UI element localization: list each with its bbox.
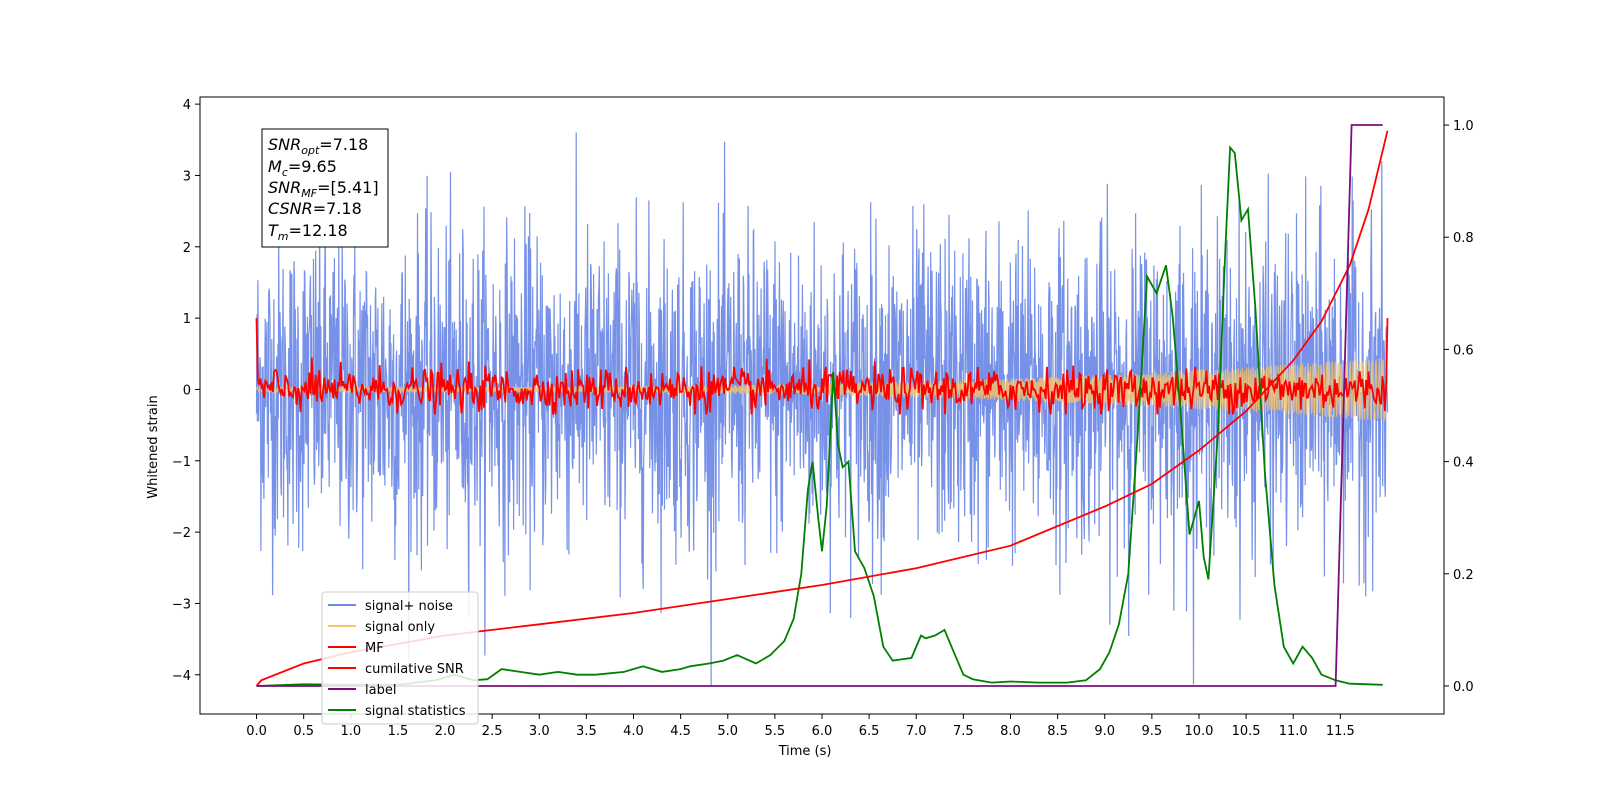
x-tick-label: 11.0	[1279, 724, 1308, 739]
annotation-snr-opt: SNRopt=7.18	[268, 135, 368, 157]
legend-label-cumulative-snr: cumilative SNR	[365, 662, 464, 677]
y2-tick-label: 1.0	[1453, 119, 1474, 134]
x-tick-label: 5.0	[717, 724, 738, 739]
series-signal-noise	[255, 132, 1389, 686]
y-tick-label: 2	[183, 241, 191, 256]
annotation-box: SNRopt=7.18 Mc=9.65 SNRMF=[5.41] CSNR=7.…	[261, 128, 389, 248]
y-axis-label: Whitened strain	[146, 395, 161, 498]
x-tick-label: 2.5	[482, 724, 503, 739]
x-tick-label: 2.0	[435, 724, 456, 739]
legend-label-label: label	[365, 683, 396, 698]
legend-label-signal-statistics: signal statistics	[365, 704, 466, 719]
annotation-tm: Tm=12.18	[268, 221, 348, 243]
x-tick-label: 8.0	[1000, 724, 1021, 739]
y-tick-label: 4	[183, 98, 191, 113]
x-tick-label: 10.0	[1184, 724, 1213, 739]
axes: 0.0 0.5 1.0 1.5 2.0 2.5 3.0 3.5 4.0 4.5 5.0 5.5 6.0 6…	[172, 96, 1474, 739]
y2-tick-label: 0.2	[1453, 568, 1474, 583]
x-tick-label: 10.5	[1232, 724, 1261, 739]
legend: signal+ noise signal only MF cumilative …	[321, 591, 479, 725]
series-mf	[255, 318, 1389, 415]
annotation-frame	[261, 128, 389, 248]
y-tick-label: 3	[183, 169, 191, 184]
x-tick-label: 9.0	[1094, 724, 1115, 739]
x-tick-label: 4.0	[623, 724, 644, 739]
x-tick-label: 5.5	[765, 724, 786, 739]
x-tick-label: 7.0	[906, 724, 927, 739]
y2-tick-label: 0.4	[1453, 456, 1474, 471]
x-tick-label: 3.0	[529, 724, 550, 739]
x-tick-label: 4.5	[670, 724, 691, 739]
annotation-csnr: CSNR=7.18	[268, 199, 362, 218]
y2-tick-label: 0.0	[1453, 680, 1474, 695]
legend-label-signal-noise: signal+ noise	[365, 599, 453, 614]
x-tick-label: 7.5	[953, 724, 974, 739]
legend-frame	[321, 591, 479, 725]
legend-label-mf: MF	[365, 641, 384, 656]
plot-area	[255, 124, 1389, 687]
x-tick-label: 1.0	[340, 724, 361, 739]
x-tick-label: 0.5	[293, 724, 314, 739]
y2-tick-label: 0.8	[1453, 231, 1474, 246]
x-tick-label: 9.5	[1142, 724, 1163, 739]
y-tick-label: 1	[183, 312, 191, 327]
x-tick-label: 8.5	[1047, 724, 1068, 739]
series-signal-statistics	[256, 145, 1383, 687]
annotation-snr-mf: SNRMF=[5.41]	[268, 178, 379, 200]
y-tick-label: −2	[172, 526, 191, 541]
x-tick-label: 0.0	[246, 724, 267, 739]
x-tick-label: 11.5	[1326, 724, 1355, 739]
y-tick-label: −1	[172, 455, 191, 470]
y2-tick-label: 0.6	[1453, 343, 1474, 358]
y-tick-label: −4	[172, 669, 191, 684]
x-axis-label: Time (s)	[778, 744, 832, 759]
y-tick-label: 0	[183, 383, 191, 398]
x-tick-label: 6.5	[859, 724, 880, 739]
x-tick-label: 1.5	[388, 724, 409, 739]
x-tick-label: 6.0	[812, 724, 833, 739]
annotation-mc: Mc=9.65	[268, 157, 337, 179]
x-tick-label: 3.5	[576, 724, 597, 739]
series-label	[256, 124, 1383, 687]
y-tick-label: −3	[172, 597, 191, 612]
legend-label-signal-only: signal only	[365, 620, 435, 635]
